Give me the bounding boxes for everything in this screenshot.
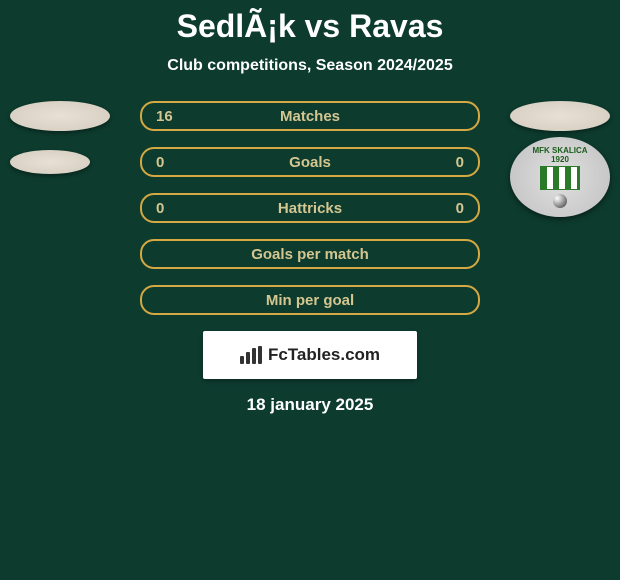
stat-bar: Min per goal: [140, 285, 480, 315]
page-title: SedlÃ¡k vs Ravas: [0, 8, 620, 45]
bar-chart-icon: [240, 346, 262, 364]
badge-name: MFK SKALICA: [532, 147, 587, 155]
stat-right-value: 0: [444, 154, 464, 171]
player-right-graphic-1: [510, 101, 610, 131]
subtitle: Club competitions, Season 2024/2025: [0, 57, 620, 75]
stat-bar: 0 Goals 0: [140, 147, 480, 177]
stat-left-value: 0: [156, 154, 176, 171]
stat-row-hattricks: 0 Hattricks 0: [0, 193, 620, 223]
badge-year: 1920: [551, 155, 569, 164]
badge-stripes-icon: [540, 166, 580, 190]
ellipse-icon: [10, 101, 110, 131]
stat-label: Goals: [289, 154, 331, 171]
stat-row-matches: 16 Matches: [0, 101, 620, 131]
ellipse-icon: [510, 101, 610, 131]
stat-row-gpm: Goals per match: [0, 239, 620, 269]
stat-label: Hattricks: [278, 200, 342, 217]
stat-label: Min per goal: [266, 292, 354, 309]
logo-text: FcTables.com: [268, 345, 380, 365]
stat-left-value: 16: [156, 108, 176, 125]
date-label: 18 january 2025: [0, 395, 620, 415]
player-left-graphic-1: [10, 101, 110, 131]
stat-bar: 0 Hattricks 0: [140, 193, 480, 223]
player-left-graphic-2: [10, 150, 90, 174]
stat-left-value: 0: [156, 200, 176, 217]
stat-bar: 16 Matches: [140, 101, 480, 131]
comparison-widget: SedlÃ¡k vs Ravas Club competitions, Seas…: [0, 0, 620, 423]
stat-label: Goals per match: [251, 246, 369, 263]
stat-row-mpg: Min per goal: [0, 285, 620, 315]
ellipse-icon: [10, 150, 90, 174]
footer-logo-wrap: FcTables.com: [0, 331, 620, 379]
stat-bar: Goals per match: [140, 239, 480, 269]
fctables-logo[interactable]: FcTables.com: [203, 331, 417, 379]
stat-row-goals: 0 Goals 0 MFK SKALICA 1920: [0, 147, 620, 177]
stat-label: Matches: [280, 108, 340, 125]
stat-right-value: 0: [444, 200, 464, 217]
